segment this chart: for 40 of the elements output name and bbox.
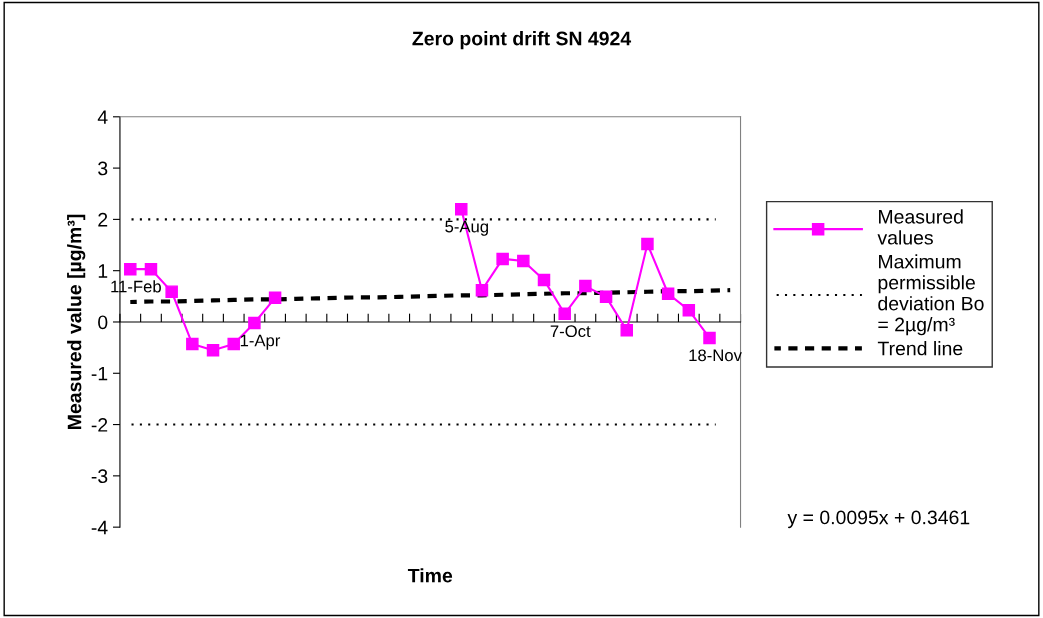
point xyxy=(641,237,654,251)
y-tick-label: 3 xyxy=(98,161,108,176)
point xyxy=(599,290,613,304)
y-tick-label: -2 xyxy=(91,418,108,432)
y-tick-label: 2 xyxy=(98,212,108,227)
point xyxy=(455,202,468,216)
point xyxy=(682,303,696,317)
point xyxy=(165,285,178,298)
point xyxy=(475,283,489,297)
legend-label: Maximum permissible deviation Bo = 2µg/m³ xyxy=(878,254,984,336)
chart-title: Zero point drift SN 4924 xyxy=(412,31,632,50)
y-tick-label: 4 xyxy=(97,110,108,124)
data-label: 7-Oct xyxy=(550,325,591,338)
point xyxy=(248,316,261,330)
point xyxy=(206,343,220,357)
point xyxy=(144,262,158,276)
point xyxy=(517,254,530,268)
data-label: 1-Apr xyxy=(240,334,281,350)
point xyxy=(537,273,551,287)
point xyxy=(186,337,199,351)
y-tick-label: -1 xyxy=(91,366,108,381)
point xyxy=(661,287,675,301)
point xyxy=(579,279,592,293)
point xyxy=(268,291,282,305)
data-label: 18-Nov xyxy=(689,349,742,362)
point xyxy=(227,337,240,351)
x-axis-title: Time xyxy=(407,568,453,583)
text: y = 0.0095x + 0.3461 xyxy=(787,510,970,529)
y-tick-label: -3 xyxy=(91,469,108,484)
y-tick-label: 0 xyxy=(98,315,108,330)
point xyxy=(496,252,509,266)
y-axis-title: Measured value [µg/m³] xyxy=(67,214,86,429)
y-tick-label: -4 xyxy=(91,520,108,535)
point xyxy=(703,331,716,345)
point xyxy=(558,307,571,321)
point xyxy=(620,323,634,337)
legend-label: Measured values xyxy=(877,209,963,245)
y-tick-label: 1 xyxy=(98,264,108,278)
point xyxy=(124,262,137,276)
legend-label: Trend line xyxy=(877,341,963,356)
